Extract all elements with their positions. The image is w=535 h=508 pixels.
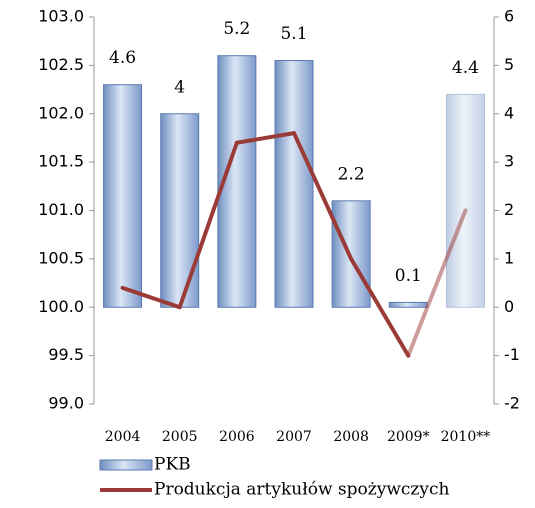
y-tick-label: 102.0	[38, 103, 84, 122]
data-label: 4.4	[452, 58, 479, 78]
line-segment	[349, 256, 411, 358]
bar	[274, 60, 314, 308]
y-tick-label: 100.5	[38, 248, 84, 267]
x-tick-label: 2009*	[387, 429, 430, 445]
y2-tick-label: 2	[504, 200, 514, 219]
line-segment	[177, 140, 239, 310]
y2-tick-label: 6	[504, 7, 514, 26]
data-label: 5.2	[223, 19, 250, 39]
y2-tick-label: -2	[504, 394, 520, 413]
bar	[388, 301, 428, 308]
x-tick-label: 2008	[333, 429, 369, 445]
legend-label: Produkcja artykułów spożywczych	[154, 480, 449, 500]
x-tick-label: 2004	[105, 429, 141, 445]
x-tick-label: 2006	[219, 429, 255, 445]
y2-tick-label: 3	[504, 152, 514, 171]
y-tick-label: 100.0	[38, 297, 84, 316]
line-segment	[406, 208, 468, 358]
y2-tick-label: 1	[504, 248, 514, 267]
data-label: 4	[174, 77, 185, 97]
x-tick-label: 2010**	[441, 429, 491, 445]
y2-tick-label: -1	[504, 345, 520, 364]
data-label: 0.1	[395, 266, 422, 286]
bar	[160, 113, 200, 308]
y2-tick-label: 4	[504, 103, 514, 122]
legend-label: PKB	[154, 455, 191, 475]
y-tick-label: 103.0	[38, 7, 84, 26]
line-segment	[234, 131, 296, 145]
x-tick-label: 2007	[276, 429, 312, 445]
bar	[445, 93, 485, 308]
line-segment	[292, 131, 354, 261]
y2-tick-label: 5	[504, 55, 514, 74]
y-tick-label: 101.0	[38, 200, 84, 219]
y-tick-label: 102.5	[38, 55, 84, 74]
y2-tick-label: 0	[504, 297, 514, 316]
legend-swatch	[99, 459, 153, 471]
line-segment	[120, 285, 182, 310]
bar	[103, 84, 143, 308]
y-tick-label: 101.5	[38, 152, 84, 171]
data-label: 4.6	[109, 48, 136, 68]
bar	[331, 200, 371, 308]
y-tick-label: 99.0	[48, 394, 84, 413]
y-tick-label: 99.5	[48, 345, 84, 364]
data-label: 5.1	[280, 24, 307, 44]
x-tick-label: 2005	[162, 429, 198, 445]
data-label: 2.2	[338, 164, 365, 184]
